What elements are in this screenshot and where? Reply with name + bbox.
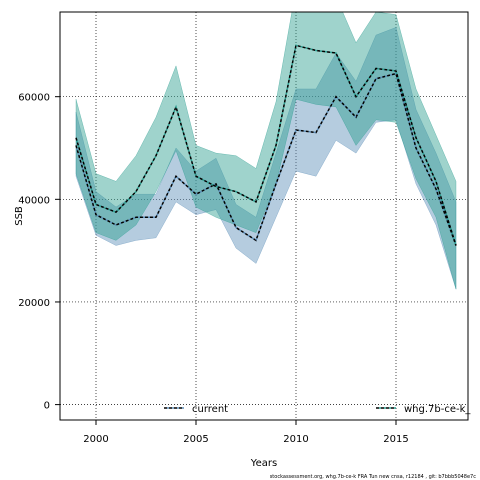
legend-label-whg: whg.7b-ce-k_ [404,404,471,415]
y-axis-title: SSB [14,206,25,226]
series-line-color-whg [75,44,457,246]
grid [60,12,468,420]
x-tick-label: 2005 [183,434,208,445]
x-axis-title: Years [250,458,277,469]
legend: current whg.7b-ce-k_ [164,404,471,415]
x-tick-label: 2015 [383,434,408,445]
series-line-current [75,72,457,246]
legend-label-current: current [192,404,228,415]
y-tick-label: 40000 [18,195,50,206]
plot-frame [59,11,469,421]
x-tick-label: 2010 [283,434,308,445]
y-tick-label: 20000 [18,298,50,309]
confidence-band-whg [75,12,457,290]
series-lines [75,44,457,246]
caption: stockassessment.org, whg.7b-ce-k FRA Tun… [270,474,477,480]
y-tick-label: 0 [44,401,50,412]
series-line-whg [75,44,457,246]
series-line-color-current [75,72,457,246]
confidence-bands [75,12,457,290]
axes: 2000 2005 2010 2015 0 20000 40000 60000 [18,93,409,445]
y-tick-label: 60000 [18,93,50,104]
x-tick-label: 2000 [83,434,108,445]
